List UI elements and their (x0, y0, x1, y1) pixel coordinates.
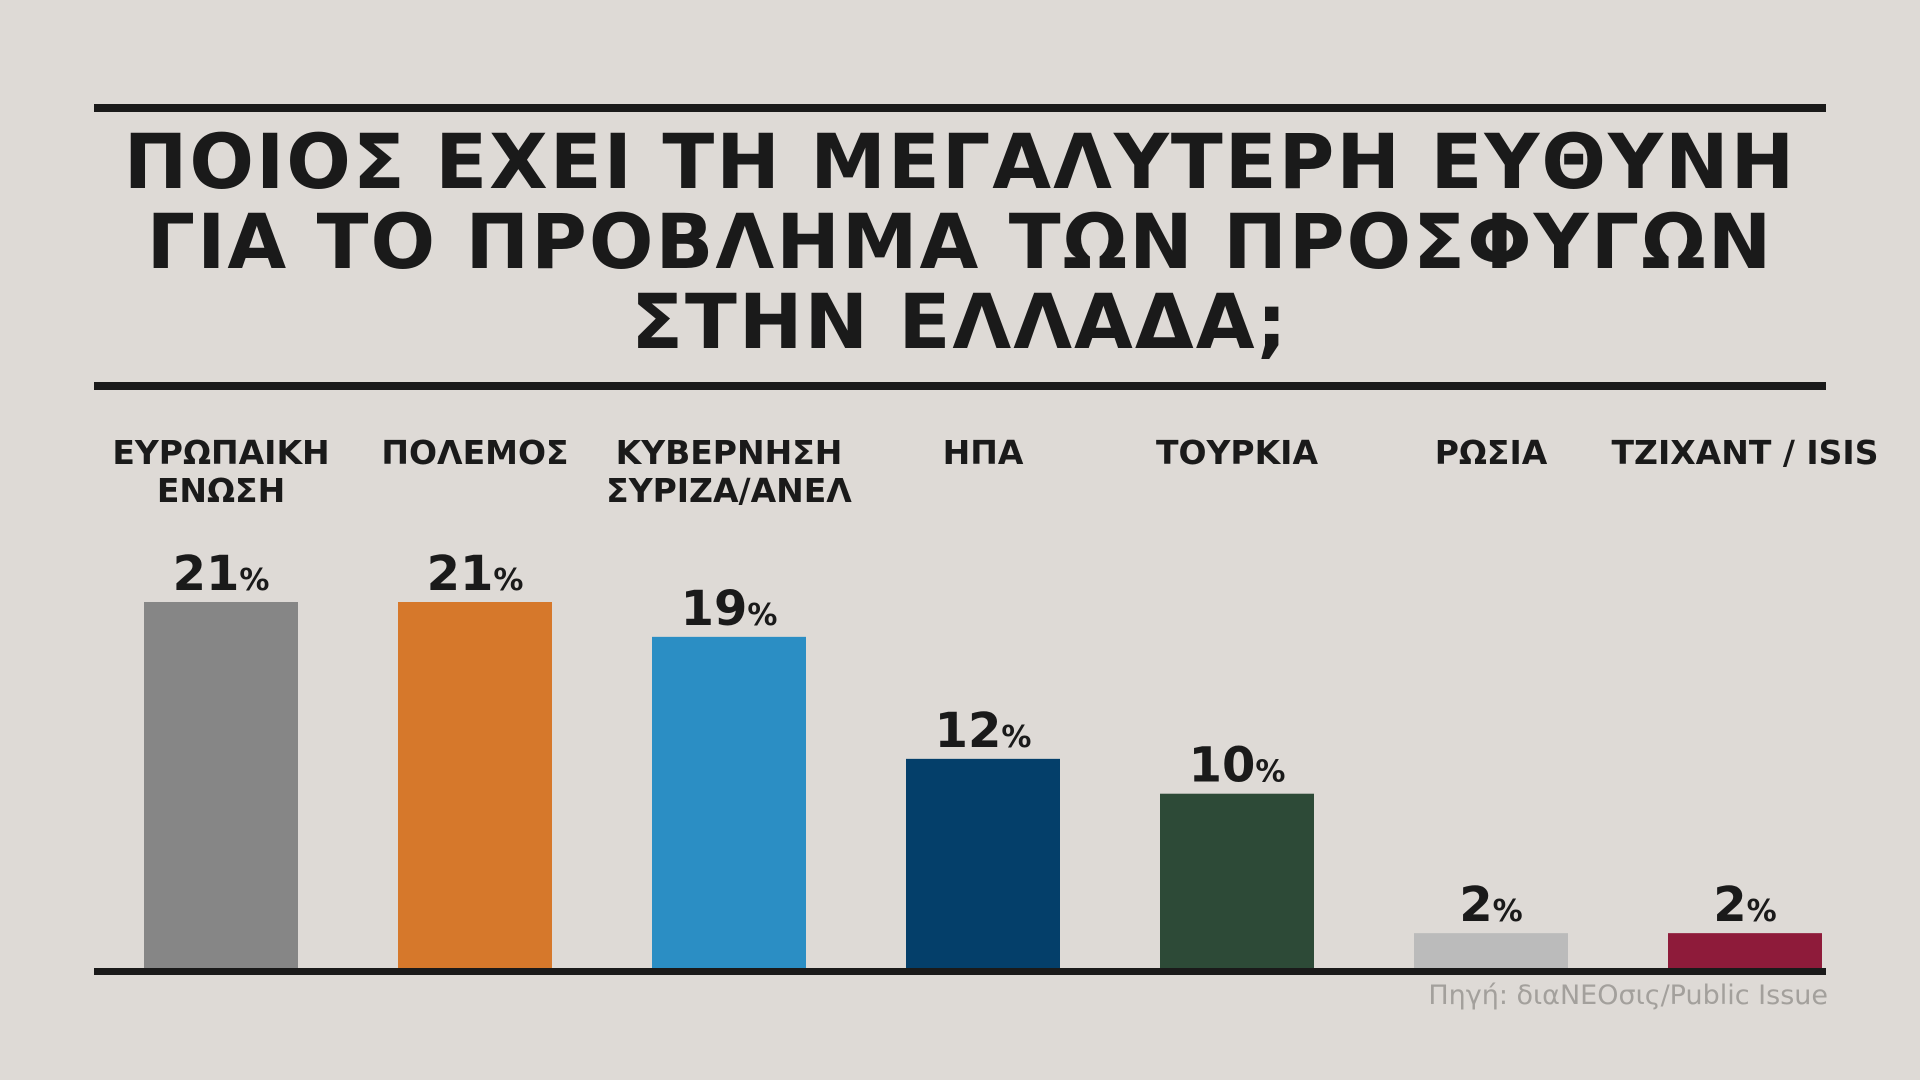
bar (144, 602, 298, 968)
title-top-rule (94, 104, 1826, 112)
data-label-value: 19 (681, 581, 748, 637)
data-label-suffix: % (239, 563, 269, 598)
data-label-suffix: % (493, 563, 523, 598)
category-label-line: ΣΥΡΙΖΑ/ΑΝΕΛ (606, 471, 852, 510)
category-label: ΤΖΙΧΑΝΤ / ISIS (1612, 433, 1879, 472)
data-label-suffix: % (1001, 720, 1031, 755)
category-label: ΡΩΣΙΑ (1435, 433, 1548, 472)
data-label: 2% (1713, 877, 1776, 933)
data-label-value: 21 (173, 546, 240, 602)
data-label: 2% (1459, 877, 1522, 933)
data-label-value: 21 (427, 546, 494, 602)
category-label-line: ΡΩΣΙΑ (1435, 433, 1548, 472)
chart-title: ΠΟΙΟΣ ΕΧΕΙ ΤΗ ΜΕΓΑΛΥΤΕΡΗ ΕΥΘΥΝΗ ΓΙΑ ΤΟ Π… (94, 122, 1826, 362)
category-label: ΗΠΑ (943, 433, 1024, 472)
bar (398, 602, 552, 968)
data-label: 21% (427, 546, 524, 602)
category-label-line: ΕΥΡΩΠΑΙΚΗ (112, 433, 329, 472)
title-line: ΠΟΙΟΣ ΕΧΕΙ ΤΗ ΜΕΓΑΛΥΤΕΡΗ ΕΥΘΥΝΗ (123, 117, 1797, 206)
data-label-suffix: % (747, 598, 777, 633)
data-label-suffix: % (1255, 755, 1285, 790)
category-label-line: ΤΟΥΡΚΙΑ (1156, 433, 1318, 472)
category-label: ΕΥΡΩΠΑΙΚΗ ΕΝΩΣΗ (112, 433, 329, 510)
source-note: Πηγή: διαΝΕΟσις/Public Issue (1428, 980, 1828, 1011)
baseline-axis (94, 968, 1826, 975)
data-label-value: 2 (1713, 877, 1746, 933)
data-label: 10% (1189, 738, 1286, 794)
category-label: ΚΥΒΕΡΝΗΣΗ ΣΥΡΙΖΑ/ΑΝΕΛ (606, 433, 852, 510)
data-label-value: 2 (1459, 877, 1492, 933)
title-line: ΓΙΑ ΤΟ ΠΡΟΒΛΗΜΑ ΤΩΝ ΠΡΟΣΦΥΓΩΝ (146, 197, 1774, 286)
bar (1160, 793, 1314, 968)
bar (1668, 933, 1822, 968)
category-label-line: ΚΥΒΕΡΝΗΣΗ (616, 433, 843, 472)
bar (1414, 933, 1568, 968)
data-label-suffix: % (1493, 894, 1523, 929)
bar (652, 636, 806, 968)
data-label: 19% (681, 581, 778, 637)
category-label-line: ΕΝΩΣΗ (157, 471, 285, 510)
data-label-value: 12 (935, 703, 1002, 759)
category-label: ΤΟΥΡΚΙΑ (1156, 433, 1318, 472)
data-label: 21% (173, 546, 270, 602)
category-label-line: ΠΟΛΕΜΟΣ (381, 433, 568, 472)
data-label-value: 10 (1189, 738, 1256, 794)
data-label-suffix: % (1747, 894, 1777, 929)
title-line: ΣΤΗΝ ΕΛΛΑΔΑ; (631, 277, 1289, 366)
data-label: 12% (935, 703, 1032, 759)
bar (906, 758, 1060, 968)
category-label-line: ΤΖΙΧΑΝΤ / ISIS (1612, 433, 1879, 472)
category-label-line: ΗΠΑ (943, 433, 1024, 472)
category-label: ΠΟΛΕΜΟΣ (381, 433, 568, 472)
title-bottom-rule (94, 382, 1826, 390)
